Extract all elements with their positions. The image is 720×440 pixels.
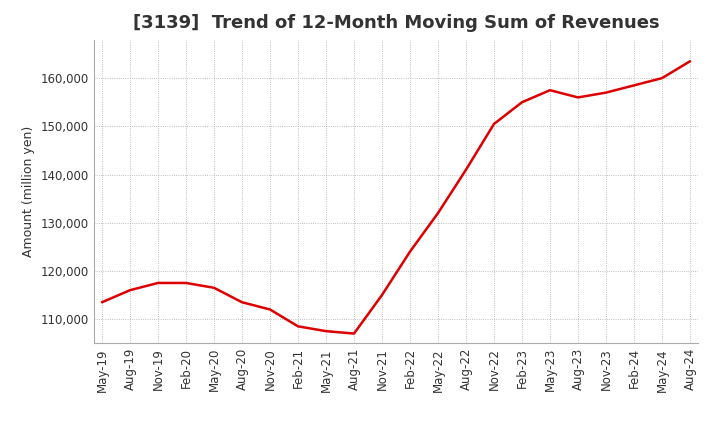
Y-axis label: Amount (million yen): Amount (million yen) [22, 126, 35, 257]
Title: [3139]  Trend of 12-Month Moving Sum of Revenues: [3139] Trend of 12-Month Moving Sum of R… [132, 15, 660, 33]
